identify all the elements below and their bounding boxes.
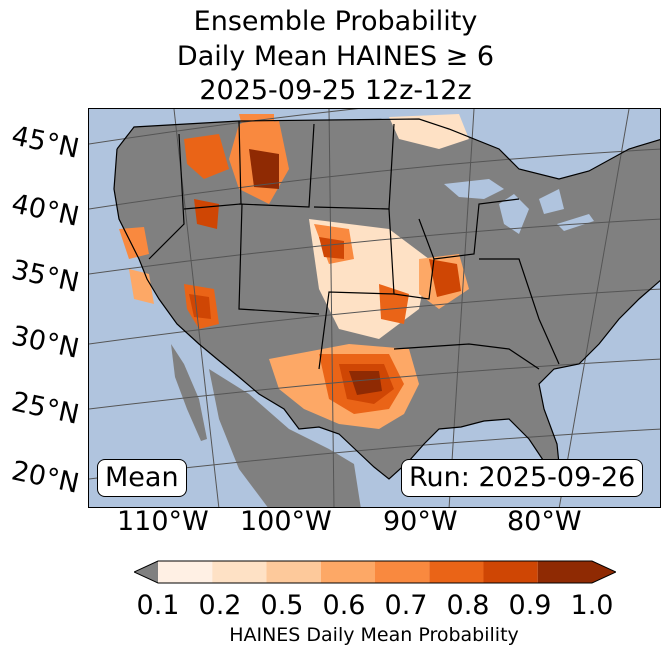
colorbar-tick-label: 0.5 — [260, 590, 304, 621]
colorbar-cell — [483, 561, 538, 583]
map-panel — [88, 108, 661, 508]
mean-label-box: Mean — [97, 459, 187, 497]
lat-label-20n: 20°N — [8, 455, 82, 500]
colorbar-tick-label: 0.7 — [384, 590, 428, 621]
colorbar-cell — [375, 561, 430, 583]
lon-label-90w: 90°W — [383, 506, 458, 537]
state-borders — [113, 118, 660, 480]
colorbar-tick-label: 0.2 — [198, 590, 242, 621]
colorbar-tick-label: 1.0 — [570, 590, 614, 621]
colorbar-cell — [158, 561, 213, 583]
colorbar-cell — [429, 561, 484, 583]
colorbar-cell — [212, 561, 267, 583]
colorbar-tick-label: 0.6 — [322, 590, 366, 621]
lon-label-100w: 100°W — [240, 506, 332, 537]
colorbar-cell — [320, 561, 375, 583]
colorbar-tick-label: 0.8 — [446, 590, 490, 621]
colorbar — [134, 560, 616, 584]
colorbar-tick-label: 0.1 — [136, 590, 180, 621]
baja-land — [171, 344, 207, 441]
map-canvas — [89, 109, 660, 507]
lon-label-110w: 110°W — [117, 506, 209, 537]
great-lakes — [444, 179, 594, 234]
colorbar-tick-label: 0.9 — [508, 590, 552, 621]
lat-label-30n: 30°N — [8, 320, 82, 365]
lon-label-80w: 80°W — [507, 506, 582, 537]
colorbar-under-triangle — [134, 561, 158, 583]
colorbar-outline — [134, 560, 616, 584]
lat-label-25n: 25°N — [8, 386, 82, 431]
chart-title-line-3: 2025-09-25 12z-12z — [199, 75, 472, 106]
colorbar-cell — [537, 561, 592, 583]
colorbar-cell — [266, 561, 321, 583]
chart-title-line-1: Ensemble Probability — [193, 6, 478, 37]
lat-label-35n: 35°N — [8, 254, 82, 299]
colorbar-over-triangle — [592, 561, 616, 583]
colorbar-label: HAINES Daily Mean Probability — [229, 624, 519, 646]
chart-title-line-2: Daily Mean HAINES ≥ 6 — [176, 41, 495, 72]
run-label-box: Run: 2025-09-26 — [401, 459, 644, 497]
colorbar-cells — [158, 561, 592, 583]
lat-label-45n: 45°N — [8, 120, 82, 165]
lat-label-40n: 40°N — [8, 188, 82, 233]
mexico-land — [209, 369, 361, 507]
